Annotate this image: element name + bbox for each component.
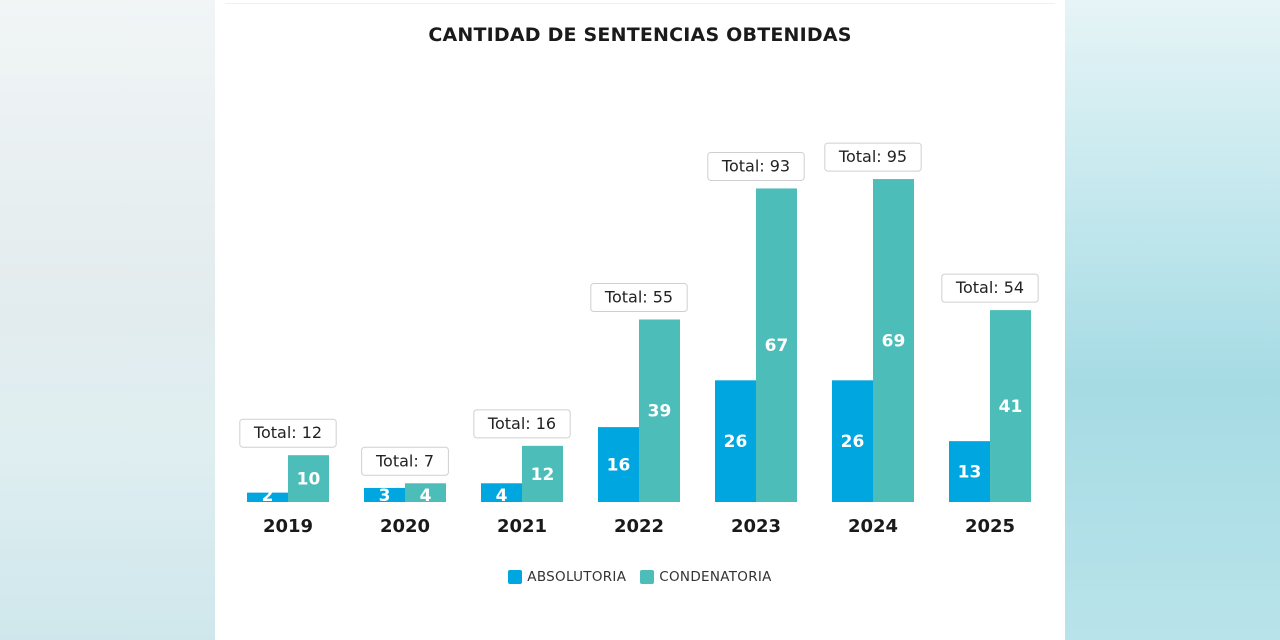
bar-condenatoria-2022 — [639, 319, 680, 502]
x-tick-label-2025: 2025 — [965, 516, 1015, 537]
legend-label-condenatoria: CONDENATORIA — [659, 569, 772, 585]
bar-condenatoria-2020 — [405, 483, 446, 502]
total-label-2025: Total: 54 — [955, 278, 1024, 297]
bar-condenatoria-2023 — [756, 188, 797, 502]
total-box-2023 — [707, 151, 805, 181]
legend-label-absolutoria: ABSOLUTORIA — [527, 569, 627, 585]
bar-absolutoria-2024 — [832, 380, 873, 502]
data-label-condenatoria-2023: 67 — [765, 336, 789, 356]
chart-legend: ABSOLUTORIA CONDENATORIA — [215, 569, 1065, 585]
bar-condenatoria-2025 — [990, 310, 1031, 502]
data-label-condenatoria-2020: 4 — [420, 486, 432, 506]
total-box-2020 — [361, 446, 449, 476]
legend-swatch-absolutoria — [508, 570, 523, 584]
legend-item-condenatoria[interactable]: CONDENATORIA — [640, 569, 771, 585]
bar-absolutoria-2022 — [598, 427, 639, 502]
data-label-condenatoria-2025: 41 — [999, 397, 1023, 417]
total-label-2023: Total: 93 — [721, 156, 790, 175]
chart-title: CANTIDAD DE SENTENCIAS OBTENIDAS — [428, 24, 852, 46]
data-label-absolutoria-2020: 3 — [379, 486, 391, 506]
total-label-2024: Total: 95 — [838, 147, 907, 166]
data-label-absolutoria-2022: 16 — [607, 456, 631, 476]
total-box-2025 — [941, 273, 1039, 303]
bar-condenatoria-2019 — [288, 455, 329, 502]
total-box-2019 — [239, 418, 337, 448]
total-box-2021 — [473, 409, 571, 439]
data-label-condenatoria-2024: 69 — [882, 332, 906, 352]
total-label-2020: Total: 7 — [375, 451, 434, 470]
total-label-2019: Total: 12 — [253, 423, 322, 442]
x-tick-label-2019: 2019 — [263, 516, 313, 537]
bar-absolutoria-2023 — [715, 380, 756, 502]
total-label-2022: Total: 55 — [604, 287, 673, 306]
right-background — [1065, 0, 1280, 640]
x-tick-label-2023: 2023 — [731, 516, 781, 537]
bar-absolutoria-2021 — [481, 483, 522, 502]
x-tick-label-2022: 2022 — [614, 516, 664, 537]
legend-item-absolutoria[interactable]: ABSOLUTORIA — [508, 569, 626, 585]
data-label-absolutoria-2025: 13 — [958, 463, 982, 483]
x-tick-label-2021: 2021 — [497, 516, 547, 537]
total-label-2021: Total: 16 — [487, 414, 556, 433]
total-box-2022 — [590, 282, 688, 312]
total-box-2024 — [824, 142, 922, 172]
data-label-condenatoria-2021: 12 — [531, 465, 555, 485]
x-tick-label-2020: 2020 — [380, 516, 430, 537]
bar-absolutoria-2019 — [247, 492, 288, 502]
bar-condenatoria-2021 — [522, 445, 563, 502]
data-label-absolutoria-2021: 4 — [496, 486, 508, 506]
bar-condenatoria-2024 — [873, 179, 914, 502]
panel-top-border — [225, 3, 1055, 4]
data-label-absolutoria-2019: 2 — [262, 486, 274, 506]
bar-absolutoria-2025 — [949, 441, 990, 502]
data-label-absolutoria-2023: 26 — [724, 432, 748, 452]
left-background — [0, 0, 215, 640]
x-tick-label-2024: 2024 — [848, 516, 898, 537]
legend-swatch-condenatoria — [640, 570, 655, 584]
data-label-condenatoria-2019: 10 — [297, 470, 321, 490]
data-label-absolutoria-2024: 26 — [841, 432, 865, 452]
data-label-condenatoria-2022: 39 — [648, 402, 672, 422]
bar-absolutoria-2020 — [364, 487, 405, 502]
